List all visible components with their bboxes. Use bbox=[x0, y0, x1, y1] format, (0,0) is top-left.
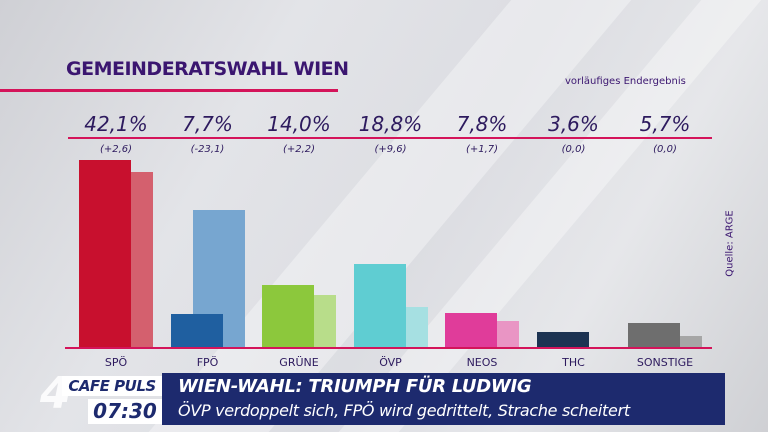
chart-title: GEMEINDERATSWAHL WIEN bbox=[66, 58, 349, 80]
bar-current-5 bbox=[536, 331, 589, 348]
change-label: (0,0) bbox=[653, 144, 677, 155]
value-label: 7,7% bbox=[182, 112, 233, 136]
category-label: THC bbox=[562, 356, 585, 369]
ticker-headline: WIEN-WAHL: TRIUMPH FÜR LUDWIG bbox=[178, 376, 532, 397]
value-label: 18,8% bbox=[358, 112, 423, 136]
ticker-subline: ÖVP verdoppelt sich, FPÖ wird gedrittelt… bbox=[178, 401, 630, 420]
ticker-band bbox=[162, 373, 725, 425]
category-label: FPÖ bbox=[196, 356, 219, 369]
change-label: (+1,7) bbox=[465, 144, 499, 155]
change-label: (+2,6) bbox=[99, 144, 133, 155]
source-label: Quelle: ARGE bbox=[724, 210, 736, 277]
bar-current-2 bbox=[262, 285, 314, 348]
value-label: 7,8% bbox=[456, 112, 508, 136]
brand-box bbox=[62, 376, 162, 396]
category-label: ÖVP bbox=[379, 356, 402, 369]
bar-current-0 bbox=[79, 160, 131, 348]
time-box bbox=[88, 399, 162, 424]
show-name: CAFE PULS bbox=[68, 377, 156, 395]
change-label: (-23,1) bbox=[190, 144, 225, 155]
change-label: (0,0) bbox=[561, 144, 586, 155]
divider-line bbox=[68, 137, 712, 139]
chart-baseline bbox=[65, 347, 712, 349]
value-label: 14,0% bbox=[267, 112, 331, 136]
category-label: GRÜNE bbox=[279, 356, 319, 369]
title-underline bbox=[0, 89, 338, 92]
bar-current-6 bbox=[628, 322, 680, 348]
category-label: NEOS bbox=[466, 356, 498, 369]
value-label: 5,7% bbox=[639, 112, 691, 136]
value-label: 42,1% bbox=[84, 112, 148, 136]
value-label: 3,6% bbox=[548, 112, 599, 136]
bar-current-3 bbox=[353, 264, 406, 348]
bar-current-1 bbox=[170, 313, 223, 348]
chart-subtitle: vorläufiges Endergebnis bbox=[565, 76, 686, 87]
change-label: (+2,2) bbox=[282, 144, 316, 155]
category-label: SONSTIGE bbox=[636, 356, 694, 369]
clock: 07:30 bbox=[93, 399, 157, 423]
change-label: (+9,6) bbox=[374, 144, 407, 155]
bar-current-4 bbox=[445, 313, 497, 348]
category-label: SPÖ bbox=[104, 356, 128, 369]
